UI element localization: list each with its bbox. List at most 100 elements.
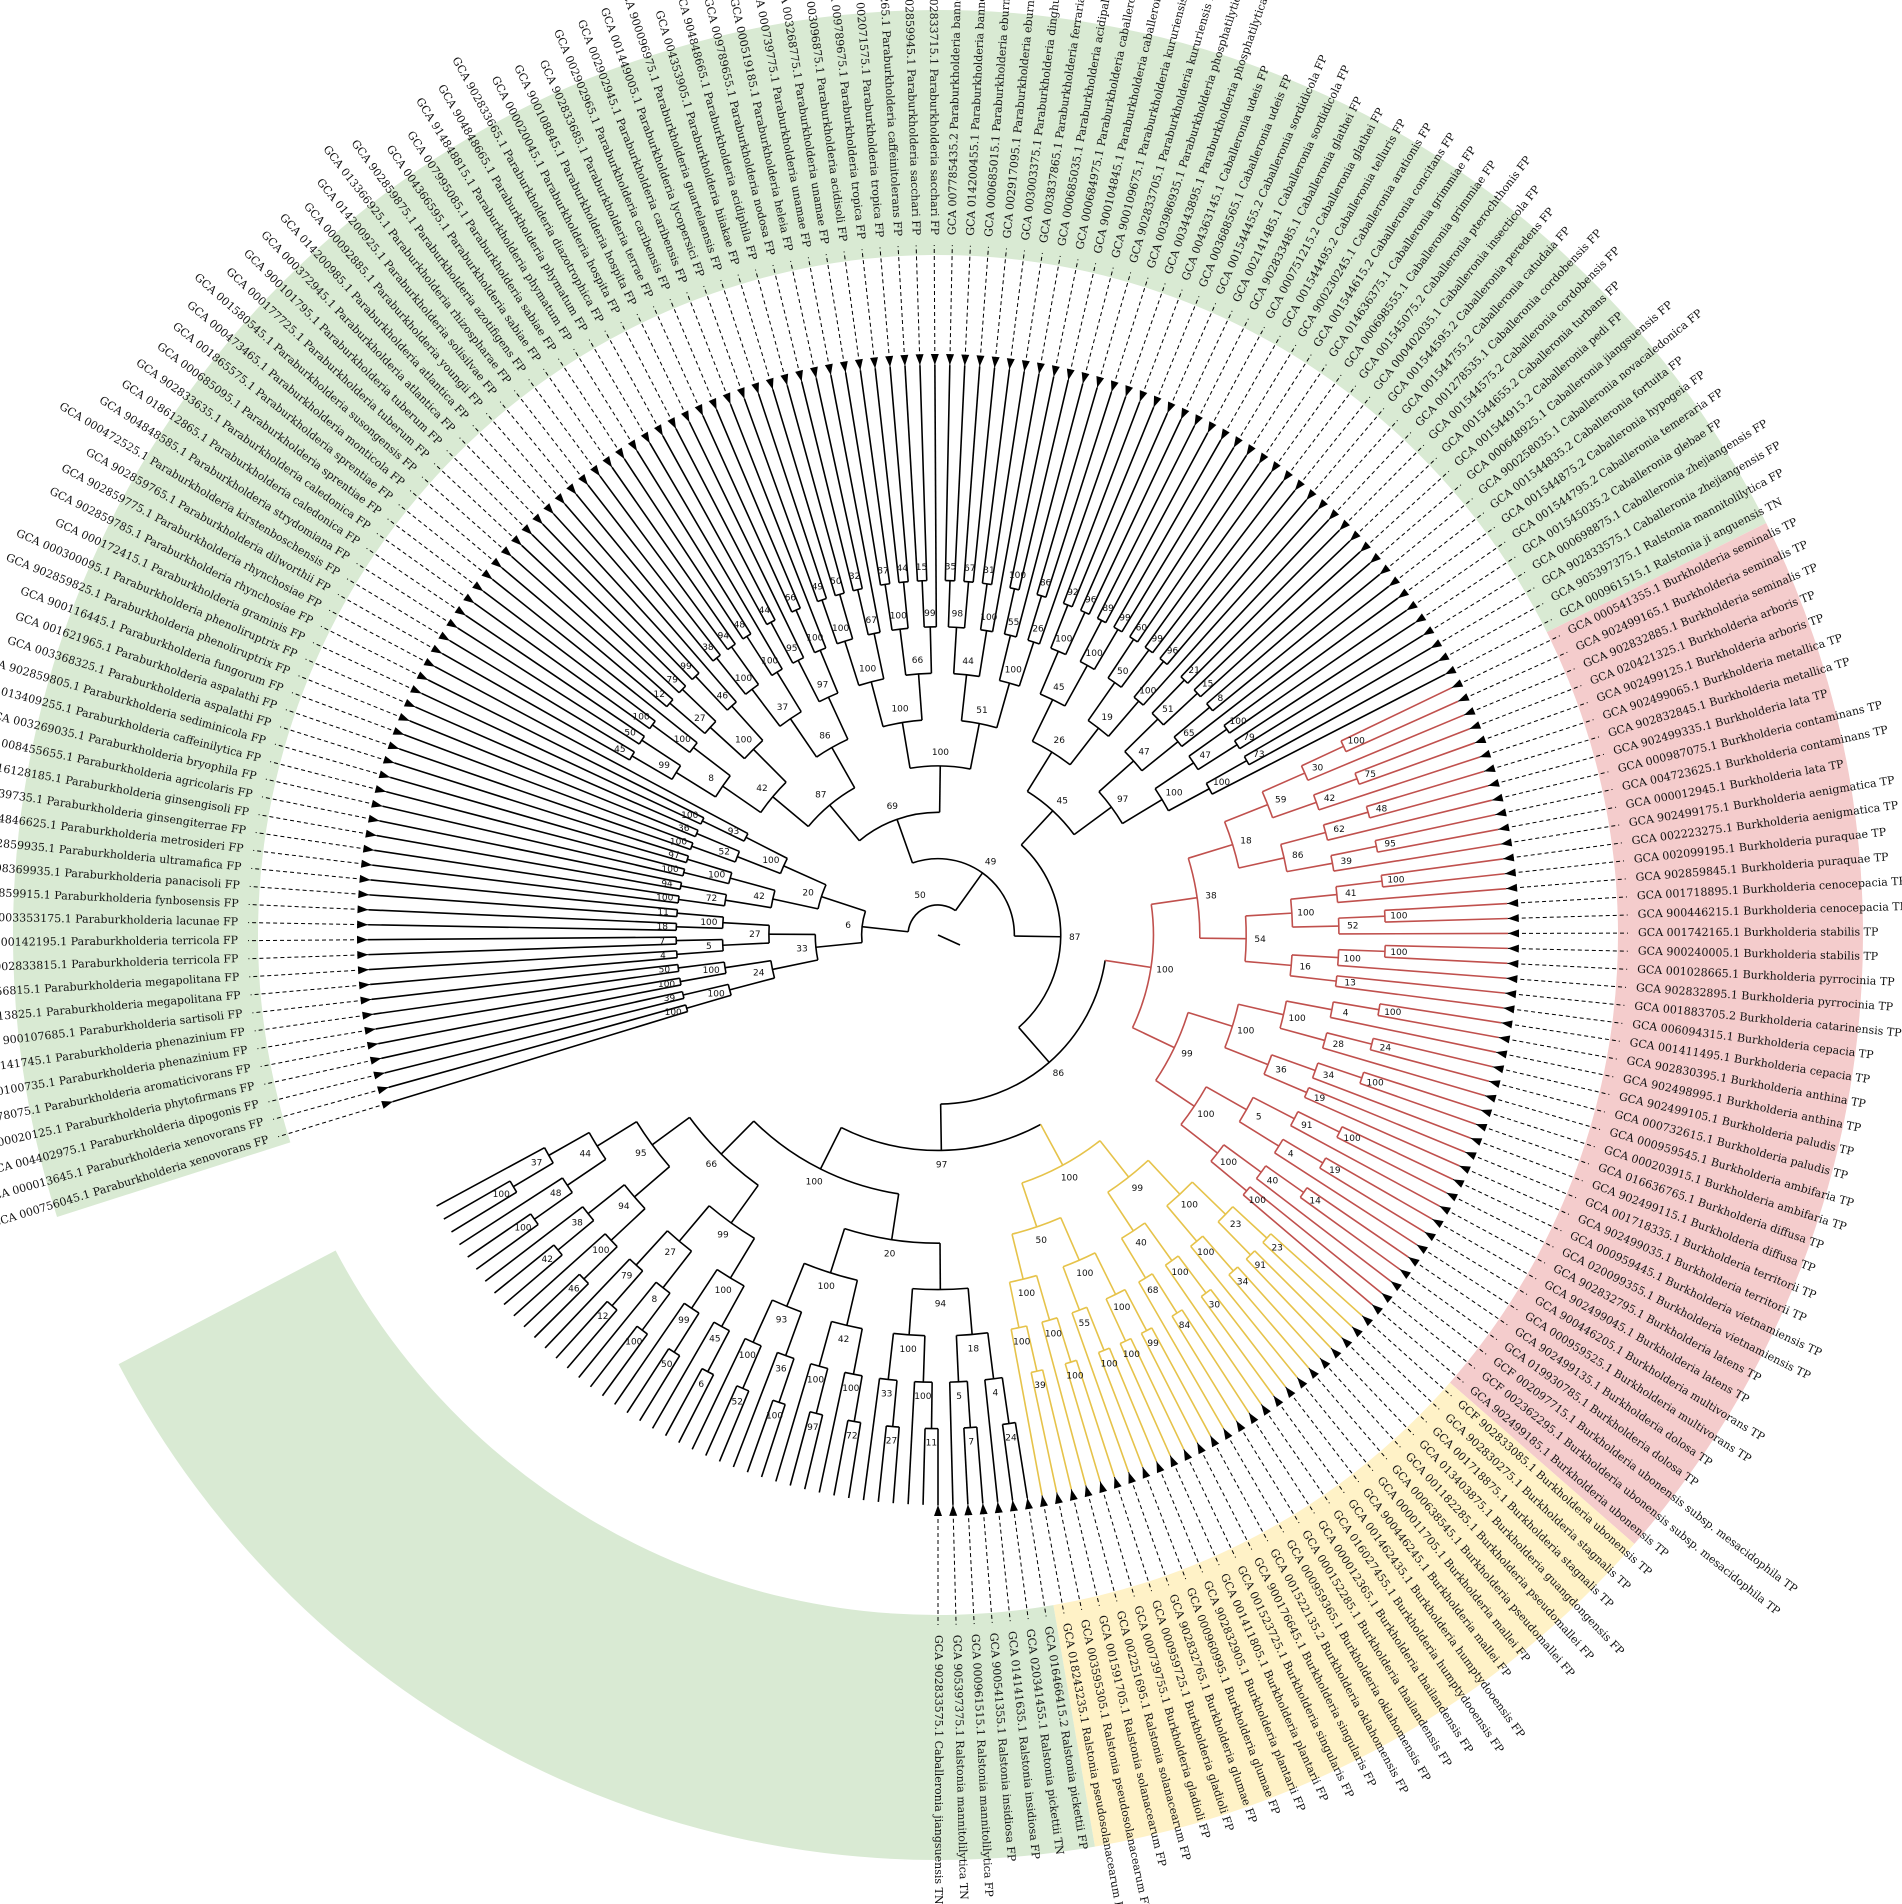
branch-arc	[742, 633, 752, 640]
bootstrap-value: 72	[706, 894, 717, 904]
leaf-connector	[1381, 1292, 1476, 1369]
bootstrap-value: 75	[1364, 770, 1375, 780]
branch-line	[938, 765, 942, 813]
branch-line	[1041, 1369, 1073, 1490]
leaf-arrowhead	[367, 814, 380, 823]
leaf-arrowhead	[359, 874, 371, 883]
branch-line	[1242, 1194, 1373, 1306]
branch-line	[427, 679, 705, 819]
branch-arc	[1187, 857, 1201, 939]
bootstrap-value: 100	[735, 735, 752, 745]
branch-line	[1105, 432, 1209, 624]
branch-line	[503, 1254, 563, 1306]
branch-line	[1286, 862, 1333, 873]
leaf-arrowhead	[1036, 362, 1045, 375]
leaf-arrowhead	[1495, 808, 1507, 817]
branch-arc	[1050, 647, 1067, 656]
bootstrap-value: 50	[830, 577, 842, 587]
bootstrap-value: 19	[1329, 1166, 1341, 1176]
bootstrap-value: 97	[936, 1160, 947, 1170]
leaf-arrowhead	[1297, 1377, 1308, 1389]
leaf-arrowhead	[1501, 1020, 1513, 1029]
leaf-connector	[1483, 736, 1600, 772]
branch-line	[1098, 760, 1135, 793]
leaf-connector	[1180, 310, 1233, 420]
branch-line	[966, 1381, 972, 1428]
tree-branches	[368, 365, 1508, 1505]
branch-line	[718, 1390, 750, 1462]
bootstrap-value: 66	[706, 1160, 718, 1170]
leaf-connector	[1458, 1165, 1570, 1215]
leaf-arrowhead	[1416, 1244, 1428, 1254]
branch-line	[542, 523, 693, 681]
branch-arc	[963, 580, 974, 584]
branch-line	[623, 458, 744, 640]
leaf-connector	[337, 593, 443, 655]
branch-arc	[818, 692, 839, 703]
leaf-arrowhead	[1246, 444, 1256, 456]
branch-line	[815, 941, 863, 949]
leaf-connector	[636, 313, 690, 423]
branch-line	[1064, 611, 1086, 655]
branch-line	[682, 983, 729, 996]
branch-line	[511, 555, 674, 701]
bootstrap-value: 55	[1008, 618, 1019, 628]
branch-line	[775, 1363, 812, 1482]
leaf-connector	[1379, 498, 1473, 575]
branch-line	[1199, 937, 1247, 940]
leaf-arrowhead	[358, 981, 371, 990]
branch-line	[1093, 629, 1119, 670]
branch-arc	[779, 857, 788, 874]
leaf-arrowhead	[1285, 1386, 1296, 1398]
branch-line	[1358, 742, 1475, 786]
leaf-connector	[1248, 1412, 1315, 1514]
branch-line	[1133, 660, 1165, 698]
leaf-arrowhead	[1480, 1109, 1493, 1118]
branch-line	[884, 584, 893, 631]
branch-line	[691, 845, 736, 863]
bootstrap-value: 89	[1102, 604, 1114, 614]
branch-line	[1188, 728, 1228, 757]
branch-arc	[940, 960, 1106, 1105]
branch-arc	[879, 1377, 898, 1382]
branch-arc	[1105, 1288, 1126, 1300]
branch-arc	[509, 1180, 518, 1193]
branch-line	[1228, 609, 1407, 734]
branch-arc	[1164, 1255, 1179, 1266]
branch-arc	[1144, 646, 1154, 654]
branch-arc	[1041, 1317, 1058, 1323]
leaf-arrowhead	[1503, 1005, 1515, 1014]
branch-line	[1333, 843, 1501, 872]
leaf-connector	[772, 264, 803, 382]
leaf-arrowhead	[1475, 1123, 1488, 1132]
leaf-connector	[298, 675, 410, 722]
leaf-arrowhead	[930, 353, 939, 366]
branch-line	[1318, 756, 1480, 811]
leaf-arrowhead	[454, 606, 466, 616]
leaf-connector	[1495, 788, 1613, 816]
leaf-connector	[312, 642, 422, 694]
branch-line	[673, 1312, 700, 1353]
branch-line	[1096, 425, 1196, 619]
leaf-arrowhead	[430, 644, 443, 654]
bootstrap-value: 100	[1055, 634, 1072, 644]
branch-line	[944, 365, 951, 581]
branch-line	[1113, 439, 1222, 628]
branch-line	[954, 872, 984, 912]
leaf-connector	[1475, 1123, 1590, 1165]
leaf-arrowhead	[765, 377, 774, 390]
branch-line	[1166, 499, 1307, 665]
bootstrap-value: 27	[886, 1436, 897, 1446]
branch-line	[1385, 944, 1508, 950]
branch-line	[786, 385, 845, 594]
branch-line	[707, 1330, 731, 1373]
bootstrap-value: 24	[1005, 1433, 1017, 1443]
leaf-connector	[1328, 432, 1412, 521]
bootstrap-value: 67	[964, 564, 975, 574]
branch-line	[1384, 956, 1508, 965]
leaf-connector	[1041, 1495, 1065, 1614]
branch-arc	[1335, 886, 1339, 903]
branch-line	[1193, 540, 1351, 691]
leaf-connector	[252, 998, 372, 1014]
branch-line	[725, 899, 772, 909]
